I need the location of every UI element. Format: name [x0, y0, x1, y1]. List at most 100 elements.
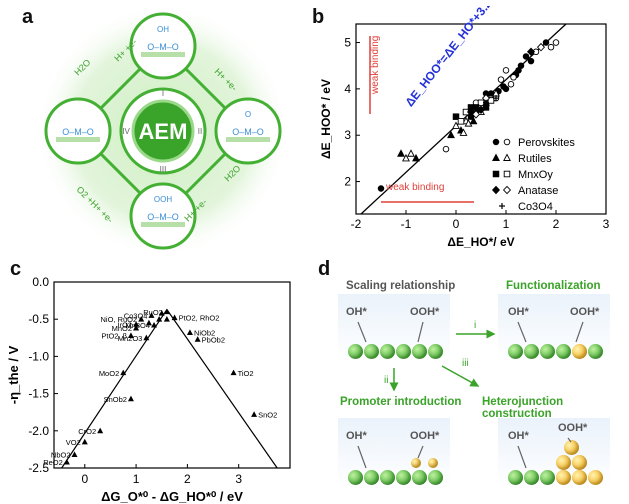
data-label: ReO2 [43, 458, 63, 467]
data-point [510, 74, 517, 81]
y-tick-label: -1.0 [28, 349, 49, 363]
x-tick-label: 0 [453, 217, 460, 231]
legend-item: MnxOy [518, 169, 553, 181]
data-point [527, 57, 535, 65]
data-point [194, 336, 201, 342]
label-oh: OH* [508, 430, 529, 442]
x-tick-label: -2 [351, 217, 362, 231]
data-point [492, 170, 500, 178]
promoter-atoms [411, 458, 439, 468]
label-oh: OH* [508, 306, 529, 318]
legend-item: Co3O4 [518, 201, 553, 213]
data-point [133, 324, 140, 331]
data-point [186, 329, 193, 335]
annotation-weak-binding: weak binding [370, 36, 381, 95]
data-point [503, 138, 511, 146]
aem-label: AEM [139, 119, 188, 144]
svg-text:OH: OH [157, 25, 169, 34]
x-tick-label: 2 [553, 217, 560, 231]
data-label: PbOb2 [202, 335, 225, 344]
data-point [493, 95, 499, 102]
data-point [487, 97, 495, 104]
x-tick-label: 1 [133, 472, 140, 486]
label-oh: OH* [346, 430, 367, 442]
svg-text:O–M–O: O–M–O [62, 127, 94, 137]
roman-numeral: I [162, 89, 164, 98]
data-point [71, 451, 78, 458]
data-point [526, 47, 536, 57]
data-point [500, 83, 507, 90]
panel-label-c: c [10, 258, 22, 280]
data-point [63, 458, 70, 465]
title-functionalization: Functionalization [506, 280, 601, 292]
data-label: PtO2, β [101, 332, 127, 341]
data-label: Co3O4 [124, 311, 148, 320]
intermediate-oh: OH O–M–O [129, 12, 197, 80]
data-point [127, 332, 134, 338]
data-point [412, 153, 420, 162]
data-point [522, 53, 530, 60]
data-point [163, 308, 170, 315]
data-label: MnO2 [112, 324, 132, 333]
data-label: IrO2 [117, 320, 132, 329]
legend-item: Anatase [518, 185, 558, 197]
data-point [163, 316, 170, 322]
volcano-left [61, 309, 168, 469]
label-ooh: OOH* [558, 422, 588, 434]
label-oh: OH* [346, 306, 367, 318]
roman-numeral: II [198, 127, 202, 136]
data-point [97, 427, 104, 434]
plot-frame [53, 281, 291, 469]
data-point [503, 153, 511, 161]
data-label: TiO2 [238, 369, 254, 378]
intermediate-o: O O–M–O [214, 97, 282, 165]
surface-atoms [348, 344, 444, 359]
y-tick-label: 5 [344, 36, 351, 50]
y-tick-label: 2 [344, 175, 351, 189]
data-point [457, 118, 465, 125]
data-point [476, 105, 486, 114]
x-tick-label: 2 [184, 472, 191, 486]
data-point [251, 411, 258, 417]
data-point [483, 99, 489, 106]
data-point [447, 130, 455, 139]
data-point [469, 116, 478, 125]
data-label: Mn2O3 [118, 334, 143, 343]
panel-label-a: a [22, 6, 34, 28]
data-point [503, 170, 511, 178]
surface-atoms [508, 470, 604, 485]
svg-text:O: O [245, 110, 251, 119]
label-ooh: OOH* [570, 306, 600, 318]
label-ooh: OOH* [410, 306, 440, 318]
x-tick-label: -1 [401, 217, 412, 231]
svg-text:O–M–O: O–M–O [147, 212, 179, 222]
x-tick-label: 0 [81, 472, 88, 486]
data-label: NiO, RuO2 [101, 315, 138, 324]
y-tick-label: -2.5 [28, 461, 49, 475]
surface-atoms [508, 344, 604, 359]
intermediate-bare: O–M–O [44, 97, 112, 165]
data-point [151, 321, 158, 328]
data-point [133, 321, 140, 327]
data-point [515, 67, 522, 74]
data-point [442, 145, 450, 153]
x-axis-label: ΔG_O*⁰ - ΔG_HO*⁰ / eV [101, 489, 243, 504]
arrow-label-ii: ii [384, 375, 388, 386]
data-point [542, 39, 550, 46]
data-label: CrO2 [78, 427, 96, 436]
title-promoter: Promoter introduction [340, 396, 462, 408]
y-tick-label: -2.0 [28, 424, 49, 438]
data-point [552, 39, 560, 46]
data-label: SnOb2 [104, 395, 127, 404]
data-point [402, 153, 410, 162]
arrows-layer: i ii iii [357, 320, 584, 469]
data-point [471, 110, 481, 119]
svg-text:O–M–O: O–M–O [147, 42, 179, 52]
data-point [158, 310, 165, 316]
data-point [466, 107, 476, 117]
volcano-right [166, 309, 278, 469]
data-label: SnO2 [258, 410, 277, 419]
data-point [459, 128, 468, 136]
y-tick-label: -1.5 [28, 387, 49, 401]
